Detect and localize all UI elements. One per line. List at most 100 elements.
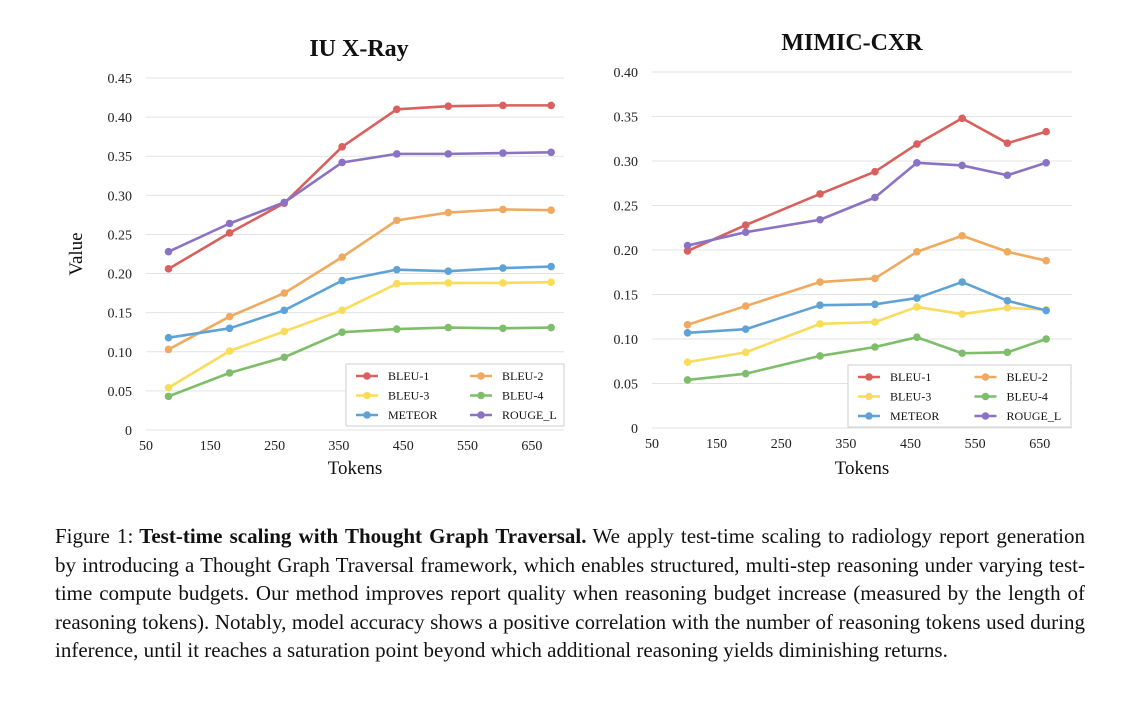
data-point-bleu-4 — [280, 353, 289, 362]
x-tick-label: 350 — [328, 439, 349, 454]
data-point-bleu-3 — [913, 303, 921, 311]
x-tick-label: 450 — [900, 437, 921, 452]
series-line-rouge-l — [167, 151, 552, 253]
series-line-meteor — [687, 280, 1047, 335]
legend: BLEU-1 BLEU-2 BLEU-3 BLEU-4 METEOR ROUGE_L — [847, 364, 1072, 428]
data-point-bleu-4 — [958, 349, 966, 358]
data-point-bleu-1 — [871, 167, 879, 176]
data-point-meteor — [393, 265, 401, 274]
y-tick-label: 0.05 — [108, 385, 133, 400]
series-meteor — [164, 262, 555, 342]
data-point-bleu-2 — [225, 312, 234, 321]
data-point-bleu-4 — [338, 328, 346, 337]
legend-item-bleu-1: BLEU-1 — [858, 370, 931, 384]
data-point-meteor — [547, 262, 555, 271]
data-point-bleu-1 — [164, 265, 173, 273]
data-point-bleu-1 — [547, 101, 555, 110]
data-point-bleu-2 — [499, 205, 507, 214]
legend-item-bleu-3: BLEU-3 — [356, 389, 429, 403]
chart-title: IU X-Ray — [309, 36, 408, 62]
data-point-bleu-3 — [816, 320, 824, 328]
series-bleu-3 — [683, 303, 1050, 366]
legend-label: BLEU-3 — [388, 389, 429, 403]
series-meteor — [683, 278, 1050, 337]
data-point-bleu-1 — [958, 114, 966, 123]
data-point-bleu-2 — [1003, 247, 1012, 256]
legend-label: METEOR — [388, 408, 437, 422]
series-bleu-1 — [683, 114, 1050, 255]
data-point-bleu-3 — [741, 348, 750, 357]
data-point-bleu-1 — [499, 101, 507, 110]
legend-box — [847, 364, 1072, 428]
data-point-bleu-1 — [1042, 127, 1050, 136]
legend-item-bleu-2: BLEU-2 — [470, 369, 543, 383]
data-point-bleu-4 — [741, 369, 750, 378]
series-line-bleu-1 — [167, 104, 552, 270]
data-point-bleu-1 — [225, 229, 234, 237]
data-point-bleu-1 — [444, 102, 453, 110]
data-point-meteor — [913, 294, 921, 302]
figure-charts: 0 0.05 0.10 0.15 0.20 0.25 0.30 0.35 0.40 0.45 50 1… — [66, 30, 1072, 479]
x-tick-label: 550 — [965, 437, 986, 452]
legend-label: BLEU-4 — [502, 389, 543, 403]
legend-item-bleu-4: BLEU-4 — [974, 390, 1048, 404]
y-tick-label: 0.15 — [108, 307, 133, 322]
series-bleu-2 — [683, 231, 1050, 329]
legend-label: ROUGE_L — [502, 408, 557, 422]
x-tick-label: 350 — [835, 437, 856, 452]
data-point-bleu-2 — [816, 278, 824, 286]
y-tick-label: 0.25 — [108, 228, 133, 243]
series-line-bleu-2 — [687, 234, 1047, 326]
legend-swatch-marker — [363, 372, 371, 380]
series-bleu-2 — [164, 205, 555, 354]
data-point-bleu-3 — [164, 383, 173, 392]
data-point-bleu-4 — [547, 323, 555, 332]
data-point-bleu-1 — [393, 105, 401, 114]
series-line-bleu-3 — [167, 280, 552, 389]
y-tick-label: 0.30 — [108, 189, 133, 204]
series-line-bleu-1 — [687, 116, 1047, 253]
data-point-rouge-l — [741, 228, 750, 236]
chart-title: MIMIC-CXR — [781, 30, 923, 56]
data-point-bleu-1 — [816, 190, 824, 198]
data-point-bleu-2 — [871, 274, 879, 283]
data-point-bleu-1 — [683, 247, 692, 255]
data-point-bleu-4 — [683, 376, 692, 384]
data-point-meteor — [338, 276, 346, 285]
figure-caption: Figure 1: Test-time scaling with Thought … — [55, 522, 1085, 665]
legend-item-meteor: METEOR — [356, 408, 437, 422]
data-point-meteor — [499, 264, 507, 272]
data-point-rouge-l — [871, 193, 879, 202]
data-point-bleu-3 — [338, 306, 346, 315]
data-point-rouge-l — [499, 149, 507, 157]
legend-label: BLEU-2 — [1007, 370, 1048, 384]
data-point-bleu-4 — [444, 323, 453, 332]
legend-item-bleu-4: BLEU-4 — [470, 389, 543, 403]
data-point-bleu-3 — [225, 347, 234, 355]
x-tick-label: 50 — [139, 439, 153, 454]
data-point-rouge-l — [913, 158, 921, 167]
data-point-bleu-2 — [741, 302, 750, 310]
data-point-bleu-2 — [338, 253, 346, 261]
data-point-rouge-l — [444, 150, 453, 158]
y-tick-label: 0.35 — [108, 150, 133, 165]
x-tick-label: 250 — [264, 439, 285, 454]
data-point-bleu-3 — [499, 279, 507, 287]
y-tick-label: 0 — [631, 422, 638, 437]
data-point-bleu-3 — [393, 279, 401, 288]
data-point-bleu-4 — [225, 369, 234, 377]
data-point-rouge-l — [393, 150, 401, 158]
data-point-rouge-l — [280, 198, 289, 207]
data-point-rouge-l — [958, 161, 966, 170]
data-point-bleu-2 — [958, 231, 966, 240]
series-line-bleu-2 — [167, 208, 552, 351]
x-tick-label: 550 — [457, 439, 478, 454]
legend-swatch-marker — [981, 412, 990, 420]
series-line-bleu-4 — [687, 335, 1047, 382]
x-tick-label: 150 — [200, 439, 221, 454]
data-point-rouge-l — [164, 247, 173, 256]
data-point-bleu-1 — [1003, 139, 1012, 147]
y-tick-label: 0.45 — [108, 72, 133, 87]
data-point-meteor — [1003, 296, 1012, 305]
data-point-bleu-4 — [164, 392, 173, 401]
